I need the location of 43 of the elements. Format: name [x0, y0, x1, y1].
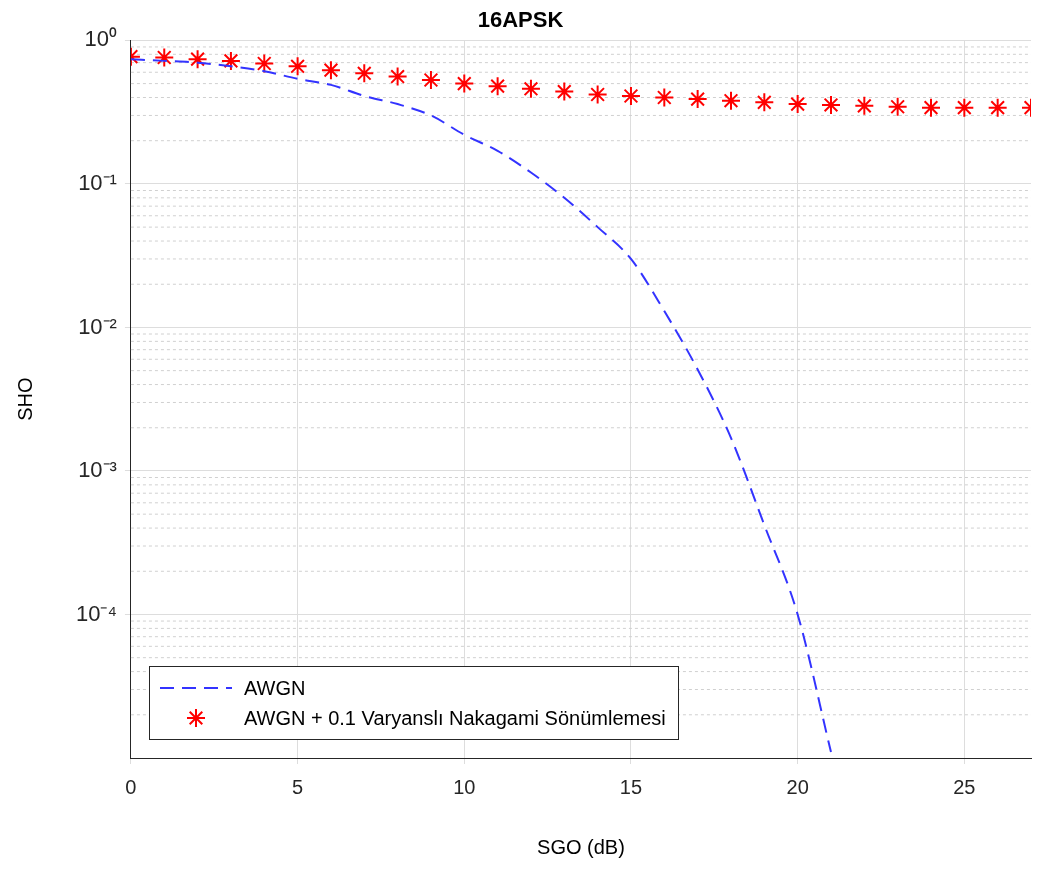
point — [254, 53, 275, 74]
point — [754, 92, 775, 113]
y-tick-label: 10⁻⁴ — [75, 600, 117, 626]
y-tick-label: 10⁻³ — [78, 457, 117, 483]
point — [920, 97, 941, 118]
point — [820, 94, 841, 115]
legend-label: AWGN — [243, 676, 306, 700]
x-tick-label: 0 — [125, 775, 137, 798]
y-tick-label: 10⁰ — [84, 26, 117, 52]
x-tick-label: 5 — [292, 775, 304, 798]
point — [220, 50, 241, 71]
line-series — [130, 58, 832, 754]
y-axis-title: SHO — [13, 377, 36, 421]
point — [654, 87, 675, 108]
point — [420, 69, 441, 90]
legend-label: AWGN + 0.1 Varyanslı Nakagami Sönümlemesi — [243, 706, 666, 730]
point — [287, 56, 308, 77]
point — [354, 63, 375, 84]
point — [620, 85, 641, 106]
point — [487, 76, 508, 97]
x-tick-label: 10 — [453, 775, 476, 798]
point — [854, 95, 875, 116]
point — [454, 73, 475, 94]
x-tick-label: 20 — [786, 775, 809, 798]
point — [954, 97, 975, 118]
point — [787, 94, 808, 115]
y-tick-label: 10⁻² — [78, 313, 117, 339]
y-tick-label: 10⁻¹ — [78, 169, 117, 195]
x-axis-title: SGO (dB) — [537, 835, 625, 858]
chart-title: 16APSK — [477, 7, 564, 33]
point — [187, 49, 208, 70]
x-tick-label: 15 — [619, 775, 643, 798]
point — [520, 78, 541, 99]
point — [554, 81, 575, 102]
point — [387, 66, 408, 87]
point — [587, 84, 608, 105]
point — [720, 90, 741, 111]
point — [987, 97, 1008, 118]
point — [320, 60, 341, 81]
x-tick-label: 25 — [953, 775, 976, 798]
point — [687, 89, 708, 110]
point — [887, 96, 908, 117]
point — [154, 47, 175, 68]
